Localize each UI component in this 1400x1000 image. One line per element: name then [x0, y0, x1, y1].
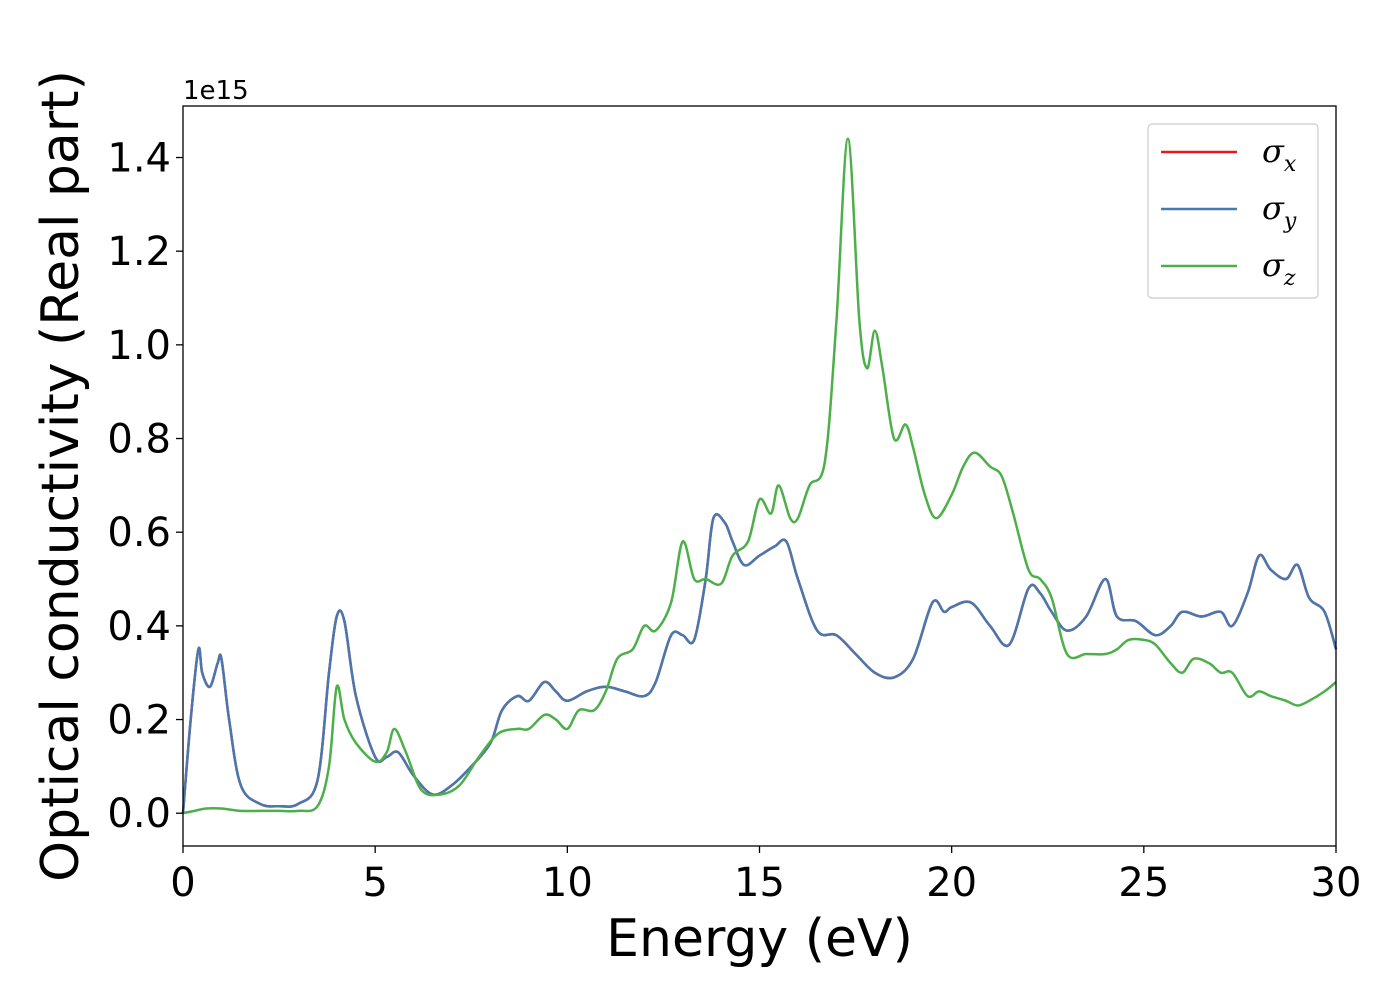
series-line-y — [181, 513, 1338, 814]
x-tick-label: 15 — [734, 860, 785, 906]
legend-box — [1147, 123, 1319, 299]
y-tick-label: 0.0 — [107, 791, 171, 837]
x-tick-label: 5 — [362, 860, 387, 906]
x-ticks: 0 5 10 15 20 25 30 — [170, 846, 1361, 906]
y-tick-label: 1.2 — [107, 229, 171, 275]
x-tick-label: 10 — [542, 860, 593, 906]
plot-area — [183, 106, 1336, 846]
x-axis-label: Energy (eV) — [606, 909, 913, 969]
y-tick-label: 1.0 — [107, 323, 171, 369]
series-layer — [181, 137, 1338, 815]
y-tick-label: 1.4 — [107, 136, 171, 182]
y-axis-label: Optical conductivity (Real part) — [31, 70, 91, 882]
legend-label-y: σy — [1262, 189, 1297, 234]
y-tick-label: 0.8 — [107, 417, 171, 463]
y-tick-label: 0.6 — [107, 510, 171, 556]
x-tick-label: 20 — [926, 860, 977, 906]
y-offset-label: 1e15 — [183, 76, 249, 106]
x-tick-label: 25 — [1118, 860, 1169, 906]
y-ticks: 0.0 0.2 0.4 0.6 0.8 1.0 1.2 1.4 — [107, 136, 183, 837]
x-tick-label: 30 — [1311, 860, 1362, 906]
x-tick-label: 0 — [170, 860, 195, 906]
y-tick-label: 0.2 — [107, 698, 171, 744]
y-tick-label: 0.4 — [107, 604, 171, 650]
series-line-z — [182, 137, 1337, 815]
